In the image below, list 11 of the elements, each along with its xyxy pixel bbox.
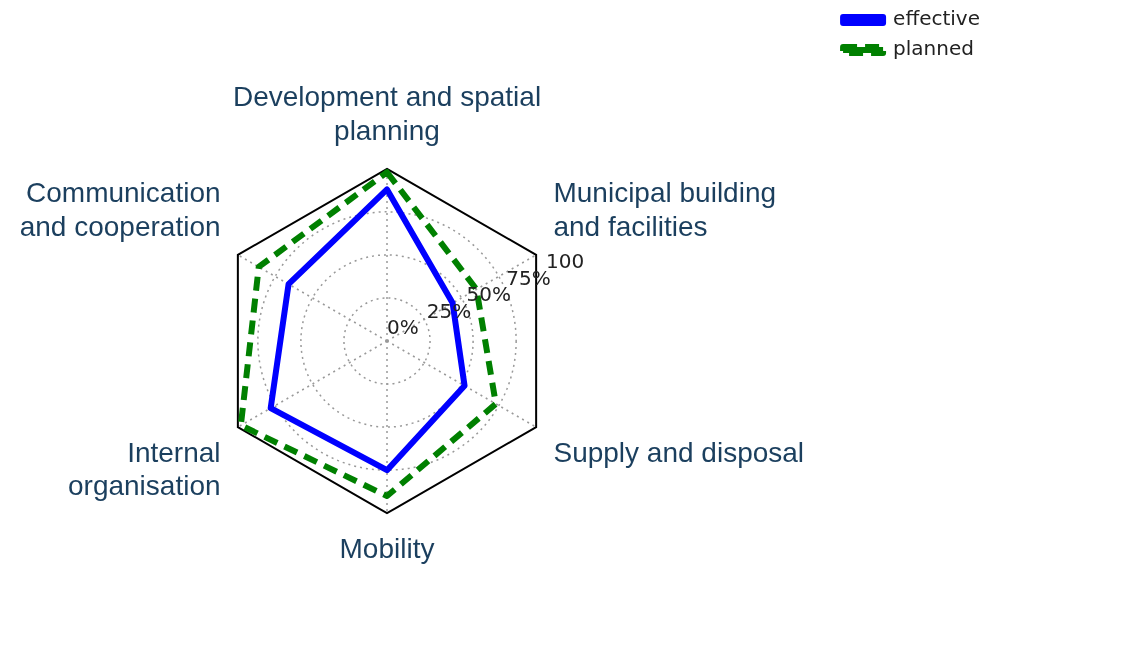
y-tick-label: 100 bbox=[546, 249, 585, 274]
spoke-label: Mobility bbox=[339, 532, 435, 564]
legend-label: effective bbox=[893, 6, 981, 31]
spoke-label: Development and spatial planning bbox=[232, 81, 542, 146]
spoke-label: Internal organisation bbox=[67, 436, 221, 502]
y-tick-label: 50% bbox=[466, 282, 511, 307]
spoke-label: Communication and cooperation bbox=[19, 177, 221, 242]
spoke-label: Supply and disposal bbox=[553, 436, 805, 468]
spoke-label: Municipal building and facilities bbox=[553, 177, 777, 242]
y-tick-label: 0% bbox=[387, 315, 419, 340]
legend-label: planned bbox=[893, 36, 974, 61]
